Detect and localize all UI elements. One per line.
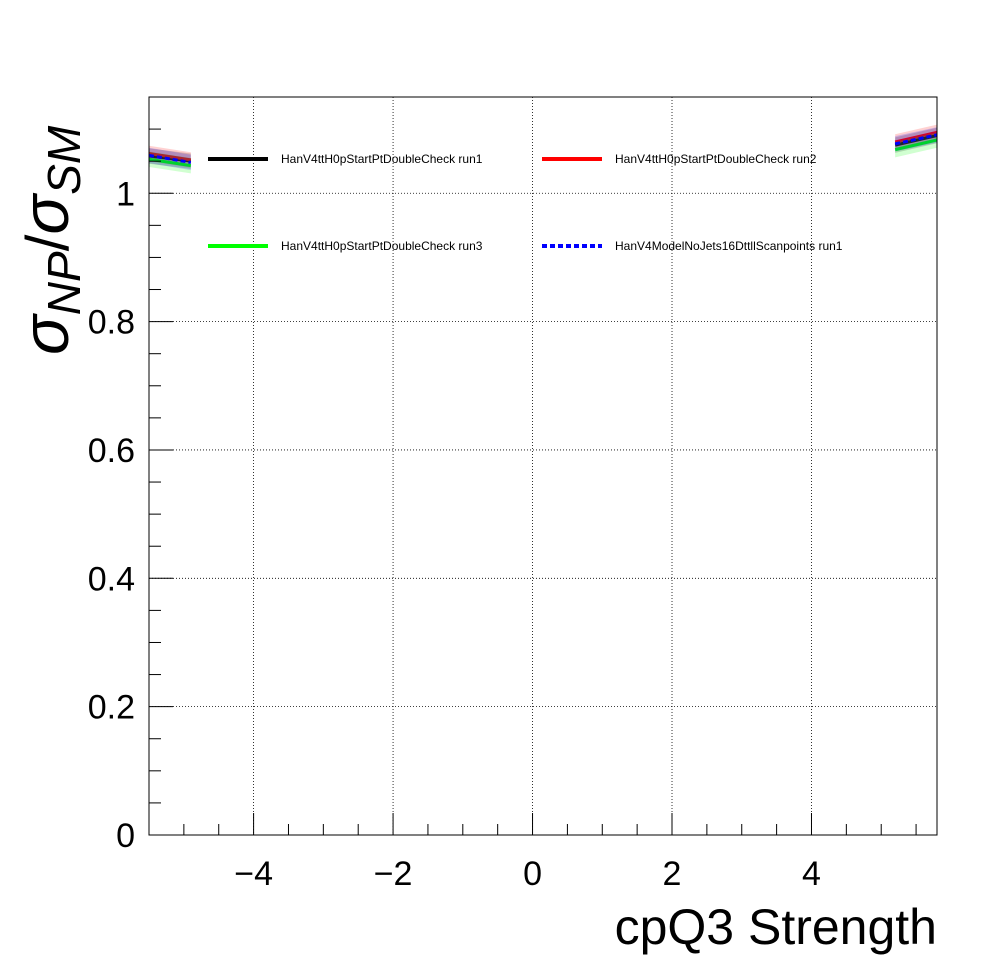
legend-label: HanV4ttH0pStartPtDoubleCheck run1 bbox=[281, 152, 483, 166]
series-line bbox=[148, 151, 192, 162]
y-axis-title: σNP/σSM bbox=[8, 125, 90, 355]
grid bbox=[149, 97, 937, 836]
series-line bbox=[148, 153, 192, 164]
y-axis-title-np: NP bbox=[38, 251, 90, 315]
y-axis-title-sigma: σ bbox=[8, 313, 82, 355]
y-axis-title-slash: / bbox=[14, 234, 81, 251]
x-tick-label: 4 bbox=[802, 855, 821, 893]
x-tick-label: 0 bbox=[523, 855, 542, 893]
x-axis-title: cpQ3 Strength bbox=[615, 899, 937, 955]
y-axis-title-sm: SM bbox=[38, 125, 90, 195]
x-tick-label: −2 bbox=[374, 855, 413, 893]
plot-frame bbox=[148, 96, 938, 836]
y-tick-label: 1 bbox=[116, 175, 135, 213]
y-tick-label: 0.4 bbox=[88, 560, 135, 598]
series-line bbox=[148, 157, 192, 168]
series-line bbox=[894, 130, 938, 144]
x-tick-label: 2 bbox=[663, 855, 682, 893]
y-axis: 0 0.2 0.4 0.6 0.8 1 bbox=[88, 96, 173, 855]
y-tick-label: 0.2 bbox=[88, 689, 135, 727]
legend-label: HanV4ttH0pStartPtDoubleCheck run2 bbox=[615, 152, 817, 166]
series-line bbox=[894, 138, 938, 152]
x-tick-label: −4 bbox=[234, 855, 273, 893]
y-tick-label: 0 bbox=[116, 817, 135, 855]
y-axis-title-sigma-den: σ bbox=[8, 193, 82, 235]
x-axis: −4 −2 0 2 4 bbox=[148, 813, 917, 893]
legend-label: HanV4ModelNoJets16DttllScanpoints run1 bbox=[615, 239, 843, 253]
series-band bbox=[895, 127, 937, 152]
series-band bbox=[149, 147, 191, 171]
series-layer bbox=[148, 124, 938, 174]
legend-label: HanV4ttH0pStartPtDoubleCheck run3 bbox=[281, 239, 483, 253]
series-line bbox=[894, 133, 938, 146]
legend: HanV4ttH0pStartPtDoubleCheck run1 HanV4tt… bbox=[208, 152, 843, 253]
y-tick-label: 0.8 bbox=[88, 304, 135, 342]
y-tick-label: 0.6 bbox=[88, 432, 135, 470]
